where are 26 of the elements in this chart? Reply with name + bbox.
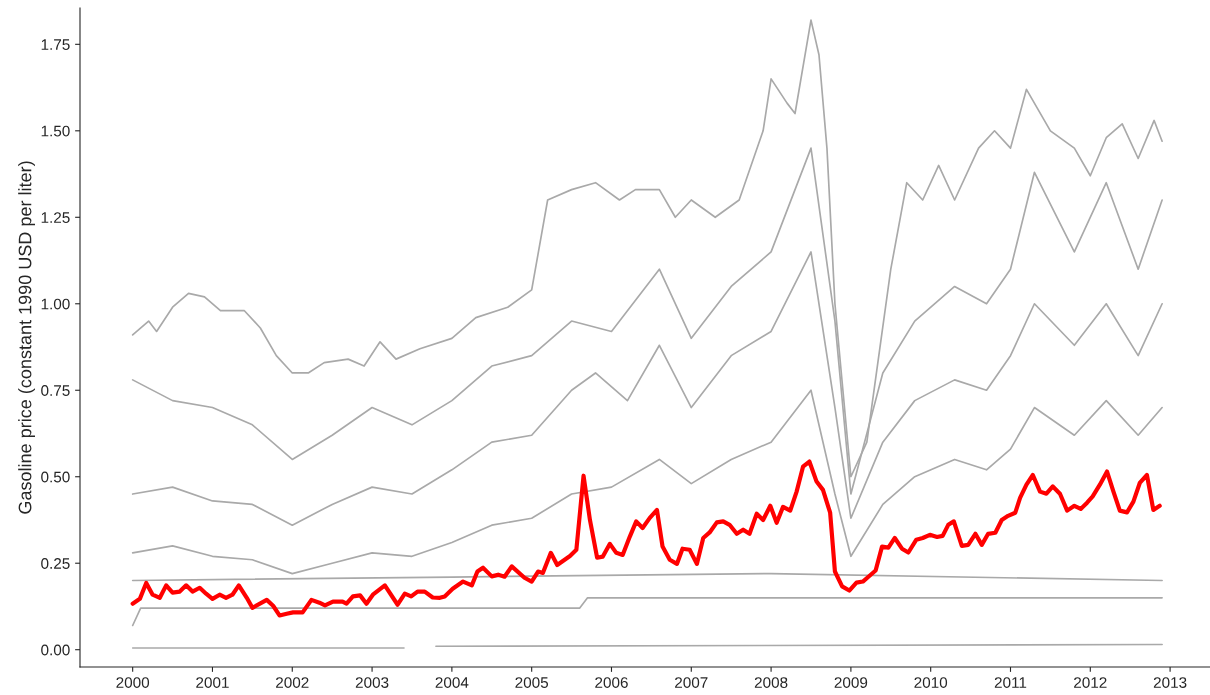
- x-tick-label: 2008: [754, 677, 788, 688]
- y-axis-title: Gasoline price (constant 1990 USD per liter): [18, 161, 35, 514]
- line-series: [131, 389, 1163, 575]
- x-tick-label: 2009: [834, 677, 868, 688]
- y-tick-label: 1.00: [41, 298, 70, 310]
- y-tick-label: 0.50: [41, 471, 70, 483]
- x-tick-label: 2012: [1074, 677, 1107, 688]
- x-tick-label: 2005: [515, 677, 549, 688]
- x-tick-label: 2006: [595, 677, 628, 688]
- x-tick-label: 2010: [914, 677, 948, 688]
- x-tick-label: 2004: [435, 677, 469, 688]
- y-tick-label: 1.50: [41, 125, 70, 137]
- x-tick-label: 2001: [196, 677, 229, 688]
- line-series: [131, 251, 1163, 527]
- x-tick-label: 2000: [116, 677, 150, 688]
- y-tick-label: 0.00: [41, 644, 70, 656]
- x-tick-label: 2003: [355, 677, 389, 688]
- x-tick-label: 2007: [675, 677, 708, 688]
- y-tick-label: 1.75: [41, 39, 70, 51]
- x-tick-label: 2013: [1153, 677, 1187, 688]
- x-tick-label: 2011: [994, 677, 1027, 688]
- x-tick-label: 2002: [276, 677, 309, 688]
- y-tick-label: 0.75: [41, 385, 70, 396]
- line-series: [130, 459, 1162, 618]
- y-tick-label: 1.25: [41, 212, 70, 223]
- y-tick-label: 0.25: [41, 558, 70, 569]
